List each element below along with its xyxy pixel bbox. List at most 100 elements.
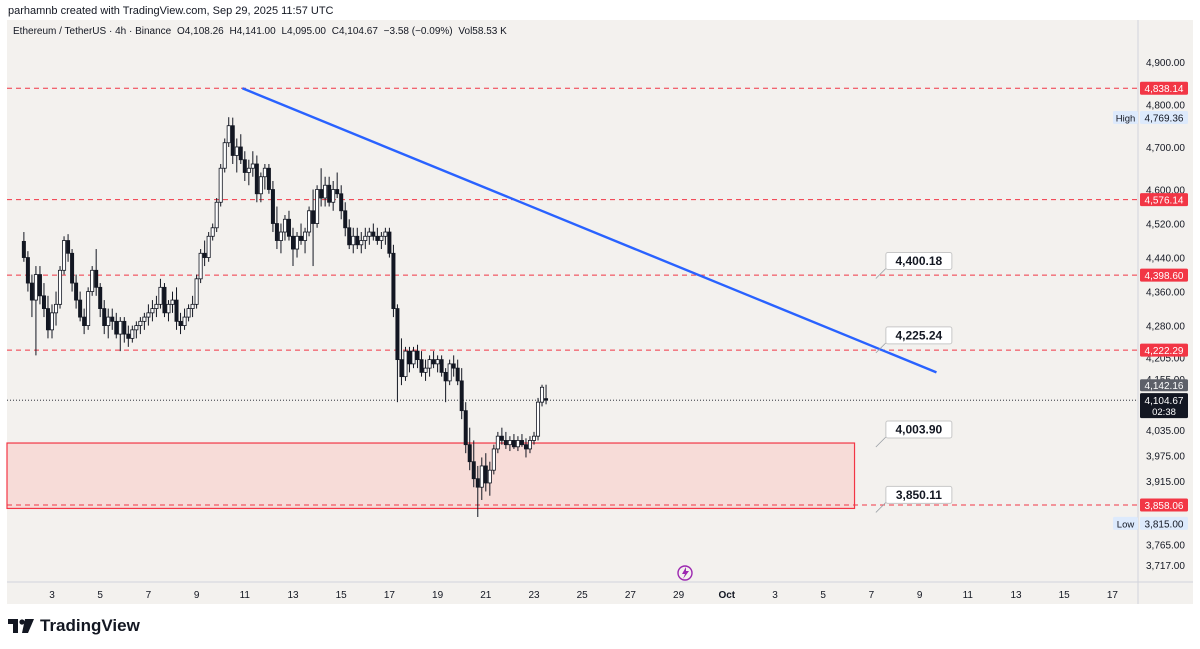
candle[interactable] xyxy=(222,138,227,173)
candle[interactable] xyxy=(523,438,528,458)
candle[interactable] xyxy=(399,338,404,386)
candle[interactable] xyxy=(443,368,448,403)
candle[interactable] xyxy=(323,176,328,207)
candle[interactable] xyxy=(138,317,143,335)
candle[interactable] xyxy=(202,240,207,267)
candle[interactable] xyxy=(455,359,460,386)
candle[interactable] xyxy=(395,304,400,403)
demand-zone[interactable] xyxy=(6,442,856,510)
candle[interactable] xyxy=(431,351,436,369)
candle[interactable] xyxy=(499,427,504,445)
candle[interactable] xyxy=(439,355,444,377)
candle[interactable] xyxy=(122,317,127,343)
tradingview-logo[interactable]: TradingView xyxy=(8,616,140,636)
candle[interactable] xyxy=(290,227,295,267)
candle[interactable] xyxy=(536,397,541,441)
candle[interactable] xyxy=(335,172,340,199)
candle[interactable] xyxy=(74,274,79,309)
candle[interactable] xyxy=(250,151,255,177)
candle[interactable] xyxy=(375,227,380,245)
candle[interactable] xyxy=(274,206,279,250)
candle[interactable] xyxy=(544,384,549,405)
candle[interactable] xyxy=(94,249,99,296)
candle[interactable] xyxy=(262,163,267,190)
candle[interactable] xyxy=(82,308,87,335)
candle[interactable] xyxy=(106,308,111,339)
candle[interactable] xyxy=(162,283,167,318)
candle[interactable] xyxy=(194,274,199,309)
candle[interactable] xyxy=(25,251,30,292)
candle[interactable] xyxy=(126,325,131,347)
candle[interactable] xyxy=(134,321,139,339)
candle[interactable] xyxy=(483,453,488,492)
candle[interactable] xyxy=(459,368,464,420)
candle[interactable] xyxy=(343,202,348,237)
candle[interactable] xyxy=(451,355,456,377)
candle[interactable] xyxy=(146,304,151,326)
candle[interactable] xyxy=(351,227,356,254)
candle[interactable] xyxy=(210,223,215,241)
candle[interactable] xyxy=(355,227,360,250)
candle[interactable] xyxy=(242,151,247,181)
candle[interactable] xyxy=(507,436,512,452)
candle[interactable] xyxy=(154,295,159,318)
candle[interactable] xyxy=(234,138,239,173)
candle[interactable] xyxy=(170,291,175,313)
candle[interactable] xyxy=(487,461,492,496)
candle[interactable] xyxy=(359,232,364,254)
candle[interactable] xyxy=(230,117,235,164)
candle[interactable] xyxy=(303,227,308,254)
candle[interactable] xyxy=(186,304,191,322)
candle[interactable] xyxy=(295,232,300,258)
candle[interactable] xyxy=(218,163,223,207)
candle[interactable] xyxy=(54,291,59,326)
candle[interactable] xyxy=(391,244,396,318)
candle[interactable] xyxy=(491,444,496,475)
candle[interactable] xyxy=(331,180,336,211)
legend-symbol[interactable]: Ethereum / TetherUS · 4h · Binance xyxy=(13,26,172,37)
candle[interactable] xyxy=(475,465,480,517)
candle[interactable] xyxy=(246,159,251,186)
candle[interactable] xyxy=(266,163,271,194)
price-callout[interactable]: 4,225.24 xyxy=(875,326,953,354)
candle[interactable] xyxy=(278,223,283,254)
candle[interactable] xyxy=(411,346,416,369)
candle[interactable] xyxy=(371,223,376,241)
candle[interactable] xyxy=(41,283,46,318)
candle[interactable] xyxy=(182,308,187,330)
candle[interactable] xyxy=(532,431,537,445)
candle[interactable] xyxy=(527,436,532,454)
candle[interactable] xyxy=(174,287,179,330)
candle[interactable] xyxy=(447,359,452,386)
candle[interactable] xyxy=(383,227,388,245)
candle[interactable] xyxy=(102,300,107,335)
flash-icon[interactable] xyxy=(677,565,693,581)
candle[interactable] xyxy=(214,198,219,233)
candle[interactable] xyxy=(254,155,259,203)
candle[interactable] xyxy=(327,176,332,207)
candle[interactable] xyxy=(78,291,83,322)
candle[interactable] xyxy=(98,283,103,318)
candle[interactable] xyxy=(435,355,440,373)
candle[interactable] xyxy=(50,304,55,339)
candle[interactable] xyxy=(307,206,312,237)
candle[interactable] xyxy=(190,295,195,318)
candle[interactable] xyxy=(110,308,115,330)
candle[interactable] xyxy=(347,219,352,250)
candle[interactable] xyxy=(166,300,171,322)
candle[interactable] xyxy=(270,180,275,233)
candle[interactable] xyxy=(178,312,183,335)
candle[interactable] xyxy=(311,189,316,267)
candle[interactable] xyxy=(427,355,432,377)
candle[interactable] xyxy=(45,295,50,339)
candle[interactable] xyxy=(70,249,75,292)
candle[interactable] xyxy=(367,227,372,245)
price-callout[interactable]: 3,850.11 xyxy=(875,485,953,513)
candle[interactable] xyxy=(90,266,95,296)
candle[interactable] xyxy=(114,312,119,339)
candle[interactable] xyxy=(339,185,344,220)
candle[interactable] xyxy=(467,427,472,471)
candle[interactable] xyxy=(315,185,320,228)
candle[interactable] xyxy=(479,457,484,500)
